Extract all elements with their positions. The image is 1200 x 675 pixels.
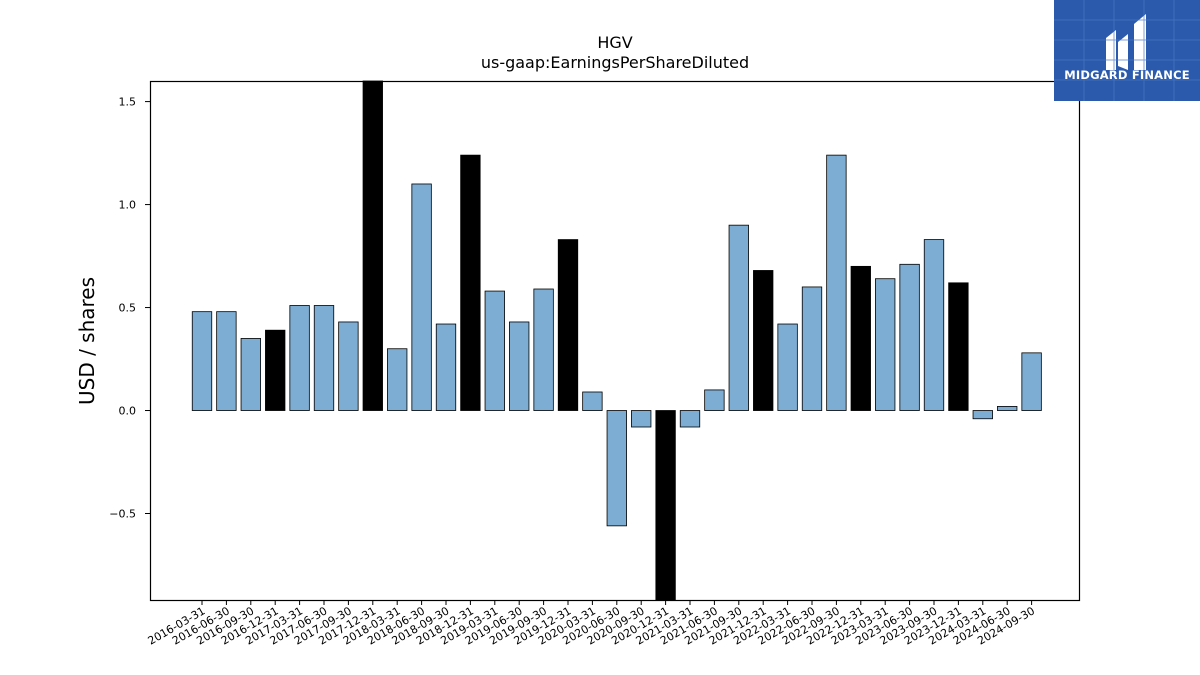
bar-2019-09-30 — [533, 288, 554, 411]
chart-title: HGV — [597, 33, 632, 52]
bar-2018-12-31 — [460, 154, 481, 411]
bar-2019-06-30 — [509, 321, 530, 411]
bars — [191, 80, 1042, 601]
logo-text: MIDGARD FINANCE — [1064, 68, 1190, 82]
bar-2022-06-30 — [801, 286, 823, 411]
bar-2021-06-30 — [704, 389, 725, 411]
bar-2017-09-30 — [338, 321, 359, 411]
bar-2021-09-30 — [728, 224, 749, 411]
midgard-finance-logo: MIDGARD FINANCE — [1054, 0, 1200, 101]
bar-2016-12-31 — [265, 329, 286, 411]
logo-background — [1054, 0, 1200, 101]
bar-2020-09-30 — [631, 410, 652, 428]
bar-2018-03-31 — [387, 348, 408, 411]
bar-2024-06-30 — [997, 405, 1018, 411]
bar-2022-09-30 — [826, 154, 847, 411]
bar-2018-06-30 — [411, 183, 432, 411]
bar-2020-12-31 — [655, 410, 676, 601]
bar-2021-12-31 — [753, 270, 774, 411]
y-tick-label: 0.0 — [119, 405, 137, 418]
bar-2022-12-31 — [850, 265, 871, 411]
bar-2024-03-31 — [972, 410, 993, 420]
bar-2023-06-30 — [899, 263, 920, 411]
bar-2016-09-30 — [240, 338, 261, 411]
plot-frame — [149, 80, 1081, 602]
y-tick-label: 1.0 — [119, 199, 137, 212]
bar-2019-12-31 — [557, 239, 579, 411]
y-tick-label: −0.5 — [109, 508, 136, 521]
y-axis-ticks: −0.5 0.0 0.5 1.0 1.5 — [109, 96, 150, 521]
bar-2021-03-31 — [679, 410, 701, 428]
bar-2016-03-31 — [191, 311, 213, 411]
bar-2024-09-30 — [1021, 352, 1042, 411]
bar-2017-12-31 — [362, 80, 383, 411]
chart-subtitle: us-gaap:EarningsPerShareDiluted — [481, 53, 749, 72]
bar-2016-06-30 — [216, 311, 237, 411]
bar-2018-09-30 — [435, 323, 457, 411]
bar-2019-03-31 — [484, 290, 505, 411]
y-tick-label: 1.5 — [119, 96, 137, 109]
bar-2022-03-31 — [777, 323, 798, 411]
y-axis-label: USD / shares — [75, 277, 99, 405]
bar-2023-09-30 — [923, 239, 945, 411]
logo-grid — [1054, 0, 1200, 101]
bar-2023-12-31 — [948, 282, 969, 411]
bar-2020-06-30 — [606, 410, 627, 527]
bar-2020-03-31 — [582, 391, 603, 411]
y-tick-label: 0.5 — [119, 302, 137, 315]
bar-2023-03-31 — [875, 278, 896, 411]
x-axis-ticks: 2016-03-312016-06-302016-09-302016-12-31… — [146, 600, 1037, 648]
bar-2017-06-30 — [313, 305, 335, 411]
bar-2017-03-31 — [289, 305, 310, 411]
